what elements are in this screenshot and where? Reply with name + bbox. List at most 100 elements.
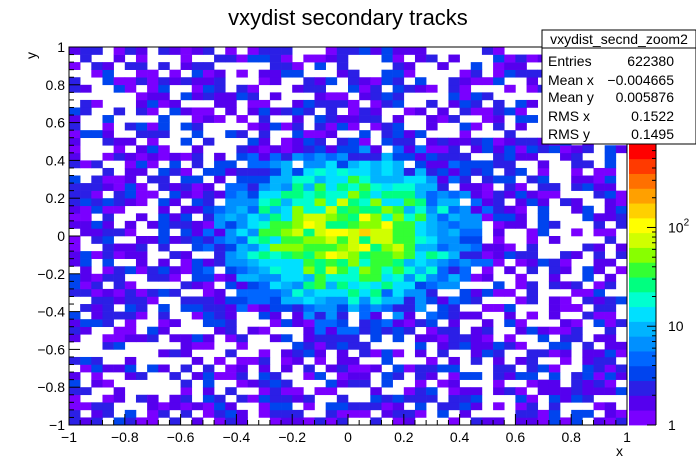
heatmap-cell (470, 77, 483, 86)
heatmap-cell (325, 220, 338, 229)
heatmap-cell (325, 273, 338, 282)
heatmap-cell (303, 266, 315, 275)
heatmap-cell (403, 281, 416, 290)
heatmap-cell (593, 417, 605, 426)
heatmap-cell (560, 198, 572, 207)
heatmap-cell (214, 372, 226, 380)
heatmap-cell (359, 205, 371, 214)
heatmap-cell (102, 198, 114, 207)
heatmap-cell (158, 198, 170, 207)
heatmap-cell (91, 364, 103, 373)
heatmap-cell (403, 190, 416, 199)
y-tick-label: 1 (57, 39, 65, 55)
heatmap-cell (102, 288, 114, 297)
heatmap-cell (504, 183, 516, 191)
heatmap-cell (459, 372, 472, 380)
heatmap-cell (448, 372, 460, 380)
heatmap-cell (269, 77, 282, 86)
heatmap-cell (426, 364, 438, 373)
heatmap-cell (202, 341, 215, 350)
heatmap-cell (236, 69, 248, 78)
heatmap-cell (426, 190, 438, 199)
heatmap-cell (615, 205, 628, 214)
heatmap-cell (459, 213, 472, 222)
heatmap-cell (515, 319, 527, 328)
heatmap-cell (593, 387, 605, 396)
heatmap-cell (303, 236, 315, 244)
heatmap-cell (113, 152, 126, 161)
heatmap-cell (124, 190, 137, 199)
heatmap-cell (69, 372, 81, 380)
heatmap-cell (247, 160, 260, 169)
heatmap-cell (124, 319, 137, 328)
heatmap-cell (191, 243, 204, 252)
heatmap-cell (526, 236, 539, 244)
heatmap-cell (560, 304, 572, 312)
heatmap-cell (392, 92, 405, 101)
heatmap-cell (448, 402, 460, 411)
heatmap-cell (437, 379, 449, 388)
heatmap-cell (314, 304, 326, 312)
heatmap-cell (325, 319, 338, 328)
heatmap-cell (91, 402, 103, 411)
heatmap-cell (504, 145, 516, 154)
heatmap-cell (303, 334, 315, 343)
colorbar-segment (629, 158, 656, 174)
heatmap-cell (448, 266, 460, 275)
heatmap-cell (314, 326, 326, 335)
heatmap-cell (202, 62, 215, 70)
heatmap-cell (381, 394, 393, 403)
heatmap-cell (113, 54, 126, 63)
heatmap-cell (91, 311, 103, 320)
heatmap-cell (359, 296, 371, 305)
heatmap-cell (348, 409, 360, 418)
heatmap-cell (593, 311, 605, 320)
heatmap-cell (615, 220, 628, 229)
heatmap-cell (493, 364, 505, 373)
heatmap-cell (448, 228, 460, 237)
heatmap-cell (80, 130, 92, 139)
heatmap-cell (314, 341, 326, 350)
heatmap-cell (437, 160, 449, 169)
heatmap-cell (292, 417, 304, 426)
heatmap-cell (303, 326, 315, 335)
heatmap-cell (124, 326, 137, 335)
heatmap-cell (571, 183, 583, 191)
heatmap-cell (426, 273, 438, 282)
heatmap-cell (202, 379, 215, 388)
heatmap-cell (247, 251, 260, 259)
heatmap-cell (381, 175, 393, 184)
heatmap-cell (314, 387, 326, 396)
heatmap-cell (135, 236, 148, 244)
heatmap-cell (102, 183, 114, 191)
heatmap-cell (392, 364, 405, 373)
heatmap-cell (180, 409, 193, 418)
heatmap-cell (548, 304, 561, 312)
heatmap-cell (180, 387, 193, 396)
heatmap-cell (180, 251, 193, 259)
heatmap-cell (348, 145, 360, 154)
heatmap-cell (325, 205, 338, 214)
heatmap-cell (102, 115, 114, 123)
heatmap-cell (102, 409, 114, 418)
heatmap-cell (225, 213, 237, 222)
heatmap-cell (169, 402, 181, 411)
heatmap-cell (281, 69, 293, 78)
heatmap-cell (515, 220, 527, 229)
heatmap-cell (202, 228, 215, 237)
heatmap-cell (113, 137, 126, 146)
heatmap-cell (348, 137, 360, 146)
heatmap-cell (414, 84, 427, 93)
heatmap-cell (258, 349, 271, 358)
heatmap-cell (292, 319, 304, 328)
heatmap-cell (202, 213, 215, 222)
heatmap-cell (214, 152, 226, 161)
heatmap-cell (459, 107, 472, 116)
heatmap-cell (202, 137, 215, 146)
heatmap-cell (80, 281, 92, 290)
heatmap-cell (560, 296, 572, 305)
heatmap-cell (247, 236, 260, 244)
heatmap-cell (470, 220, 483, 229)
heatmap-cell (392, 251, 405, 259)
heatmap-cell (269, 190, 282, 199)
